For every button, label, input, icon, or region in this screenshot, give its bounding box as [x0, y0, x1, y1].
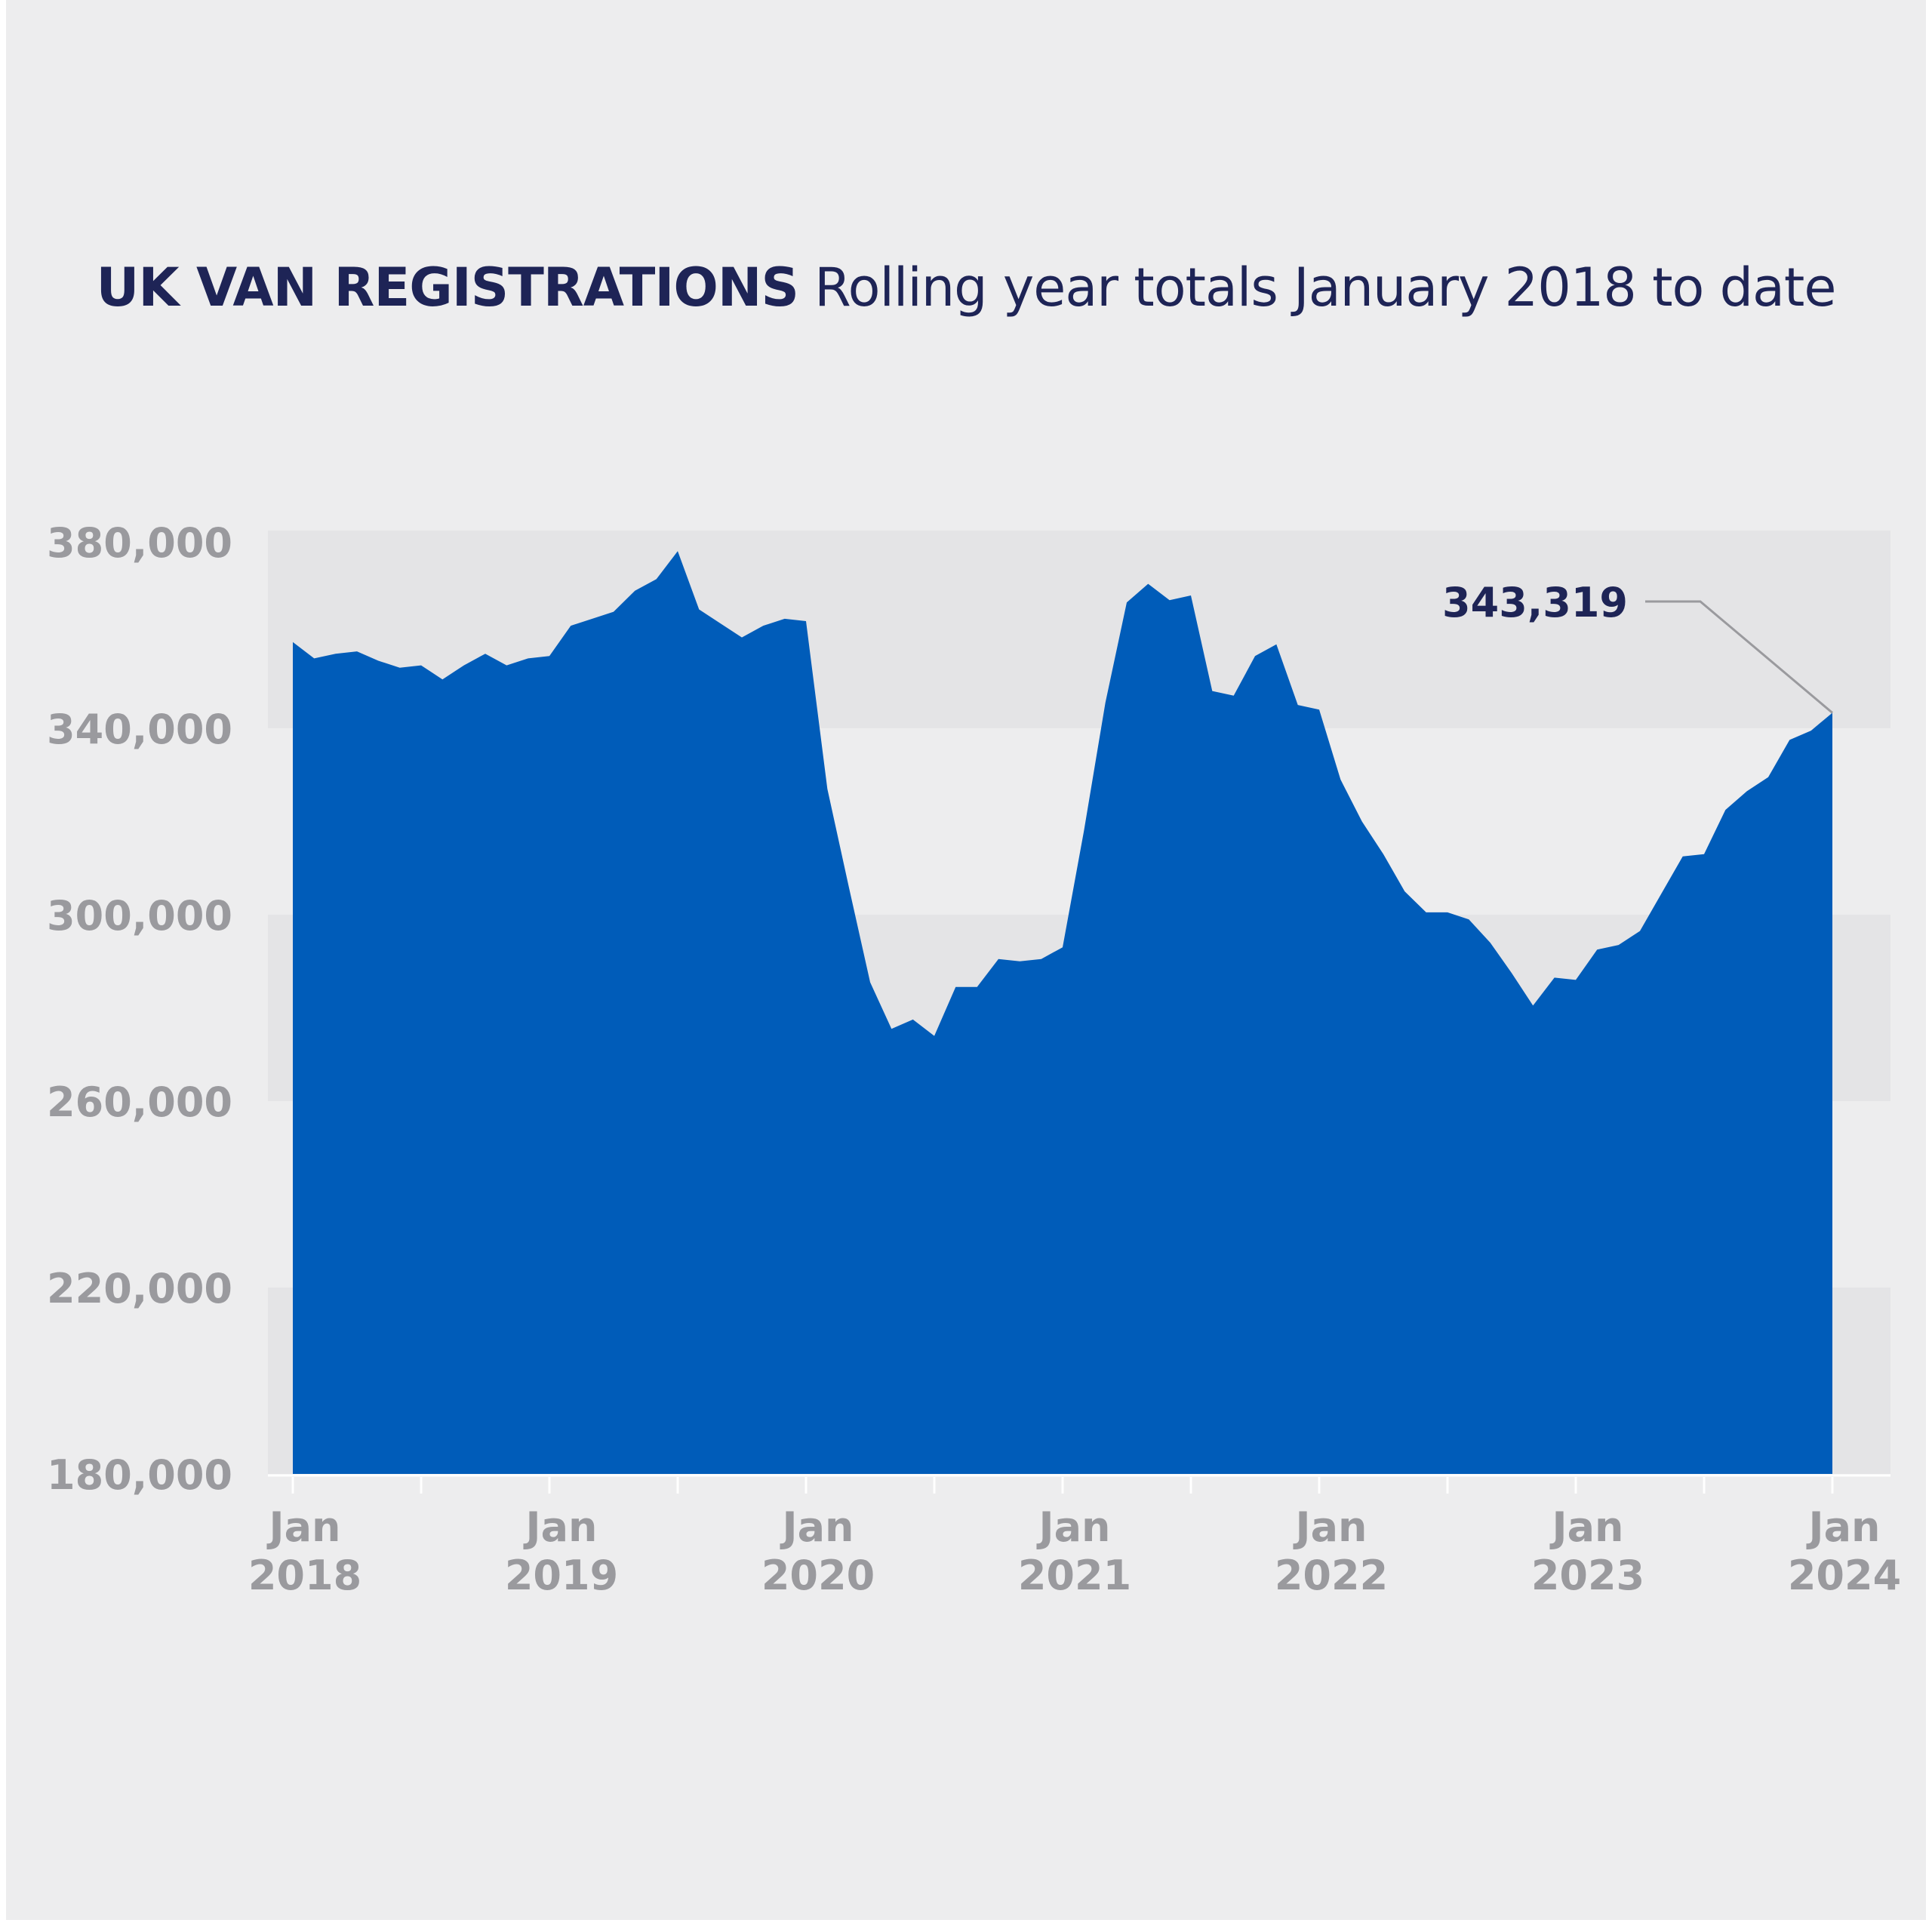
- chart-title: UK VAN REGISTRATIONS Rolling year totals…: [0, 257, 1932, 318]
- x-tick-label-year: 2022: [1275, 1552, 1388, 1599]
- annotation-leader-line: [1645, 600, 1833, 714]
- x-tick-label-month: Jan: [780, 1503, 854, 1551]
- x-tick-label-month: Jan: [1293, 1503, 1367, 1551]
- y-tick-label: 340,000: [47, 706, 232, 753]
- y-tick-label: 220,000: [47, 1265, 232, 1312]
- annotation-label: 343,319: [1442, 579, 1628, 626]
- x-tick-label-year: 2023: [1531, 1552, 1644, 1599]
- x-tick-label-month: Jan: [1036, 1503, 1111, 1551]
- series-area: [293, 551, 1832, 1474]
- x-tick-label-month: Jan: [523, 1503, 598, 1551]
- x-tick-label-month: Jan: [1806, 1503, 1881, 1551]
- x-tick-label-month: Jan: [1549, 1503, 1624, 1551]
- y-tick-label: 300,000: [47, 892, 232, 940]
- y-tick-label: 180,000: [47, 1451, 232, 1499]
- chart-title-bold: UK VAN REGISTRATIONS: [96, 257, 799, 318]
- x-tick-label-month: Jan: [266, 1503, 341, 1551]
- x-tick-label-year: 2021: [1018, 1552, 1131, 1599]
- y-tick-label: 380,000: [47, 519, 232, 567]
- y-tick-label: 260,000: [47, 1078, 232, 1126]
- x-tick-label-year: 2020: [761, 1552, 875, 1599]
- x-tick-label-year: 2018: [248, 1552, 361, 1599]
- x-tick-label-year: 2019: [505, 1552, 618, 1599]
- x-tick-label-year: 2024: [1788, 1552, 1901, 1599]
- chart-title-subtitle: Rolling year totals January 2018 to date: [814, 257, 1836, 318]
